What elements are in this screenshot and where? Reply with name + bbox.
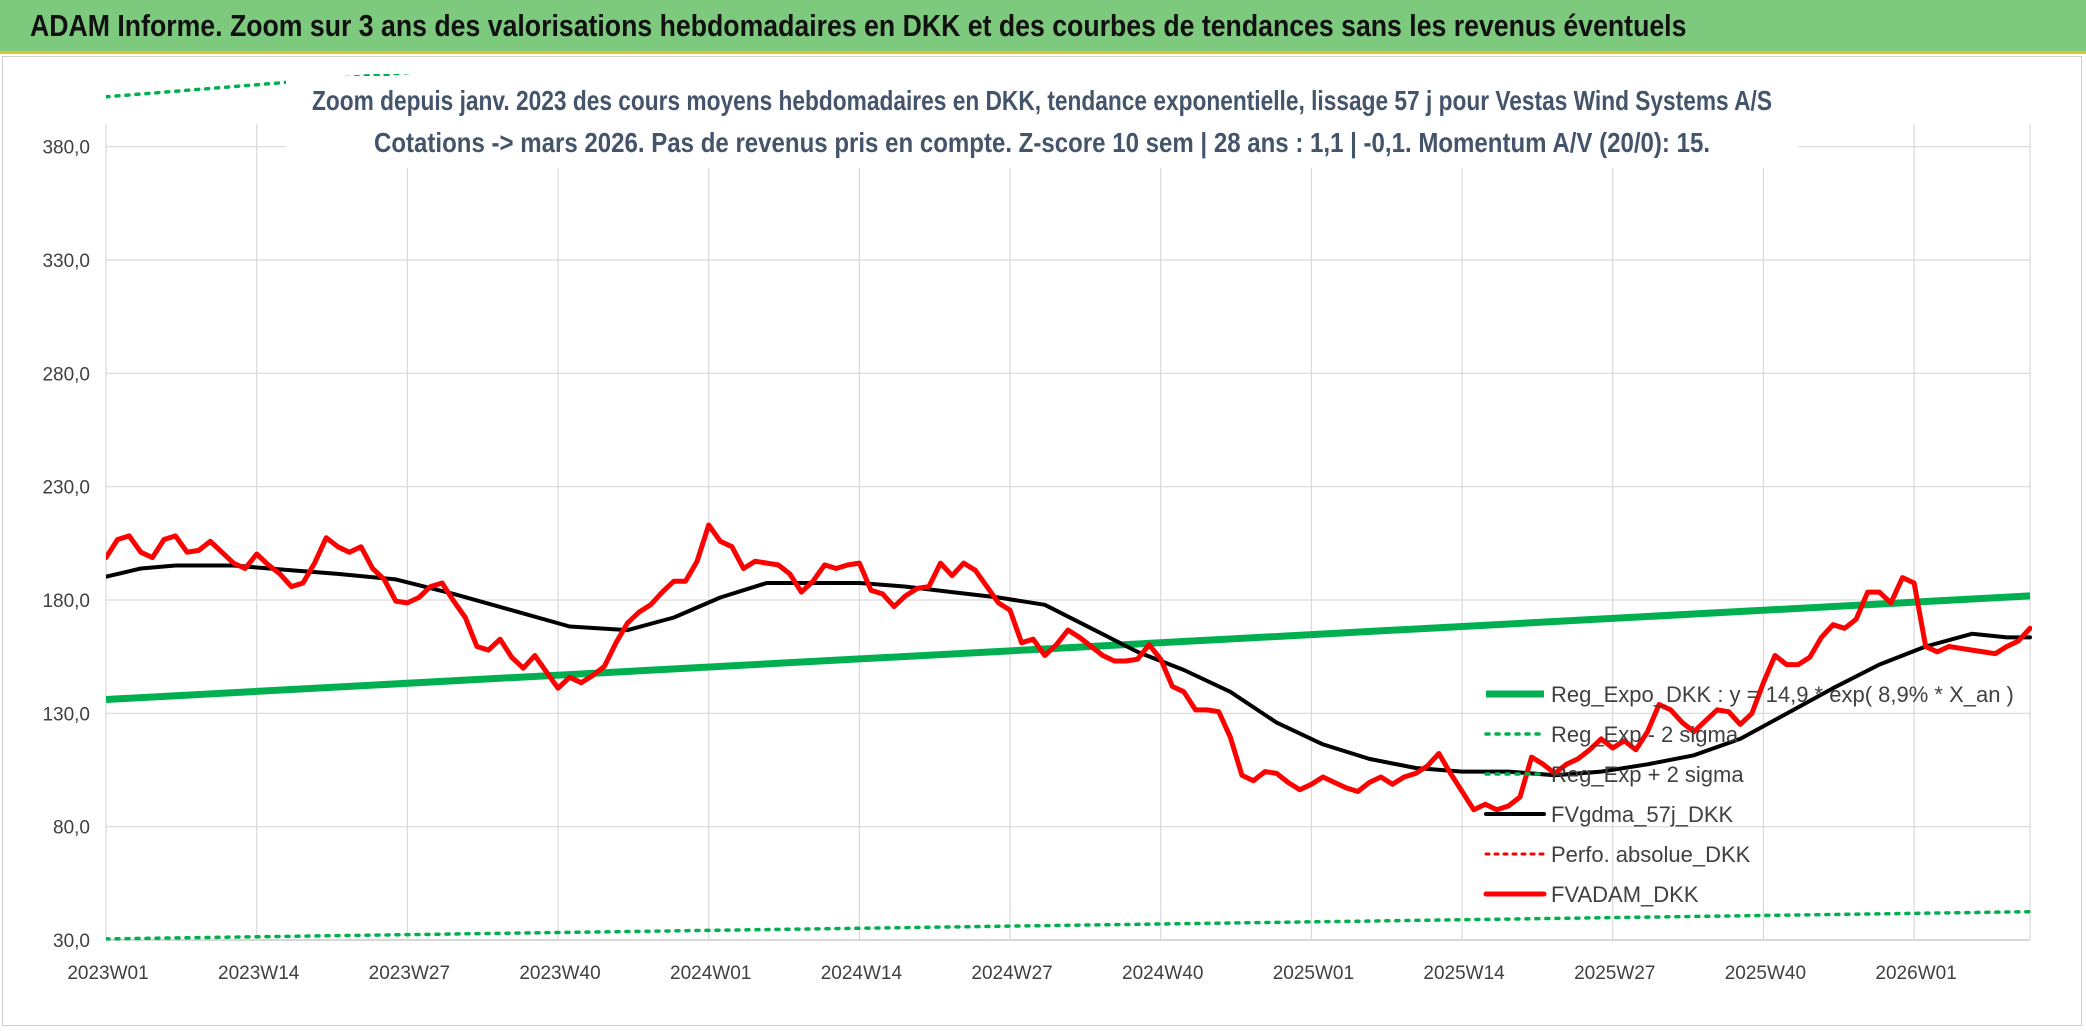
legend-label: FVgdma_57j_DKK (1551, 802, 1734, 827)
x-tick-label: 2025W40 (1725, 963, 1806, 984)
legend-label: Perfo. absolue_DKK (1551, 842, 1751, 867)
report-banner: ADAM Informe. Zoom sur 3 ans des valoris… (0, 0, 2086, 54)
series-lines (106, 74, 2032, 941)
legend-label: Reg_Exp - 2 sigma (1551, 722, 1739, 747)
y-tick-label: 280,0 (42, 364, 90, 385)
y-tick-label: 130,0 (42, 704, 90, 725)
x-axis-ticks: 2023W01 2023W14 2023W27 2023W40 2024W01 2024W… (67, 963, 1956, 984)
y-tick-label: 230,0 (42, 478, 90, 499)
x-tick-label: 2025W01 (1273, 963, 1354, 984)
chart-titles: Zoom depuis janv. 2023 des cours moyens … (286, 76, 1798, 168)
x-tick-label: 2023W27 (369, 963, 450, 984)
chart-subtitle: Cotations -> mars 2026. Pas de revenus p… (374, 127, 1710, 158)
x-tick-label: 2023W14 (218, 963, 300, 984)
series-line-6 (106, 522, 2032, 813)
legend-label: Reg_Expo_DKK : y = 14,9 * exp( 8,9% * X_… (1551, 682, 2014, 707)
chart-title: Zoom depuis janv. 2023 des cours moyens … (312, 85, 1772, 116)
series-line-1 (106, 592, 2031, 703)
x-tick-label: 2024W40 (1122, 963, 1203, 984)
x-tick-label: 2023W01 (67, 963, 148, 984)
y-tick-label: 330,0 (42, 251, 90, 272)
y-tick-label: 180,0 (42, 591, 90, 612)
x-tick-label: 2024W27 (971, 963, 1052, 984)
legend-label: FVADAM_DKK (1551, 882, 1699, 907)
x-tick-label: 2025W27 (1574, 963, 1655, 984)
legend: Reg_Expo_DKK : y = 14,9 * exp( 8,9% * X_… (1483, 682, 2014, 907)
gridlines (105, 124, 2031, 941)
x-tick-label: 2024W01 (670, 963, 751, 984)
report-title: ADAM Informe. Zoom sur 3 ans des valoris… (30, 8, 1687, 43)
chart-frame (2, 56, 2082, 1026)
title-backdrop (286, 76, 1798, 168)
x-tick-label: 2024W14 (821, 963, 903, 984)
x-tick-label: 2026W01 (1875, 963, 1956, 984)
series-line-4 (106, 563, 2032, 778)
y-tick-label: 80,0 (53, 818, 90, 839)
x-tick-label: 2023W40 (519, 963, 600, 984)
legend-label: Reg_Exp + 2 sigma (1551, 762, 1744, 787)
x-tick-label: 2025W14 (1423, 963, 1505, 984)
y-axis-ticks: 30,0 80,0 130,0 180,0 230,0 280,0 330,0 380,0 (42, 138, 90, 952)
y-tick-label: 30,0 (53, 931, 90, 952)
y-tick-label: 380,0 (42, 138, 90, 159)
series-line-2 (106, 909, 2032, 941)
